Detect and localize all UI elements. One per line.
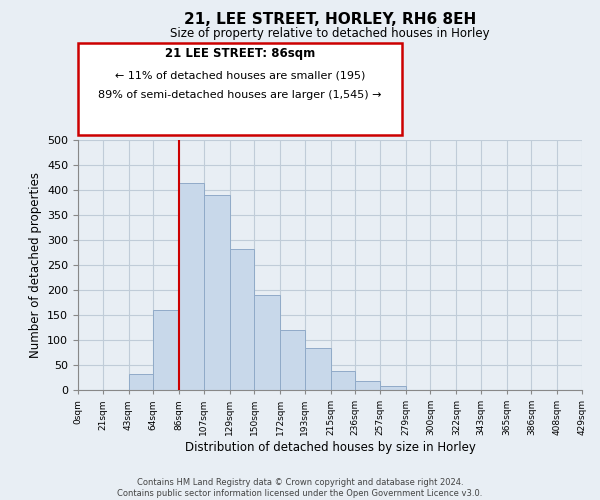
Bar	[280, 330, 305, 390]
Text: 21 LEE STREET: 86sqm: 21 LEE STREET: 86sqm	[165, 48, 315, 60]
Bar	[230, 248, 254, 390]
Bar	[380, 386, 406, 390]
Bar	[355, 381, 380, 390]
Text: Size of property relative to detached houses in Horley: Size of property relative to detached ho…	[170, 28, 490, 40]
Bar	[153, 310, 179, 390]
Bar	[128, 374, 153, 390]
Bar	[204, 195, 230, 390]
Bar	[254, 295, 280, 390]
Bar	[179, 182, 204, 390]
Text: 21, LEE STREET, HORLEY, RH6 8EH: 21, LEE STREET, HORLEY, RH6 8EH	[184, 12, 476, 28]
Text: 89% of semi-detached houses are larger (1,545) →: 89% of semi-detached houses are larger (…	[98, 90, 382, 100]
Text: Contains HM Land Registry data © Crown copyright and database right 2024.
Contai: Contains HM Land Registry data © Crown c…	[118, 478, 482, 498]
X-axis label: Distribution of detached houses by size in Horley: Distribution of detached houses by size …	[185, 441, 475, 454]
Y-axis label: Number of detached properties: Number of detached properties	[29, 172, 41, 358]
Text: ← 11% of detached houses are smaller (195): ← 11% of detached houses are smaller (19…	[115, 70, 365, 80]
Bar	[305, 348, 331, 390]
Bar	[331, 371, 355, 390]
